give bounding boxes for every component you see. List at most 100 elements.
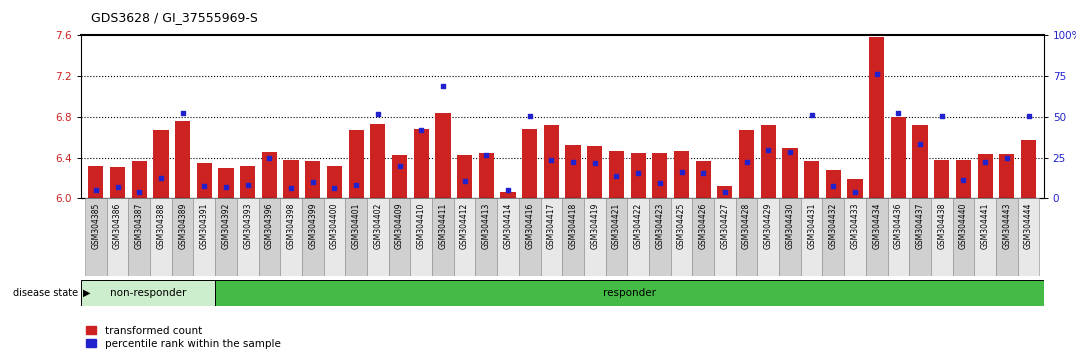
Bar xyxy=(1018,198,1039,276)
Point xyxy=(435,84,452,89)
Point xyxy=(456,178,473,184)
Point xyxy=(738,159,755,165)
Text: GSM304425: GSM304425 xyxy=(677,203,686,249)
Bar xyxy=(714,198,736,276)
Bar xyxy=(175,121,190,198)
Text: responder: responder xyxy=(603,288,656,298)
Point xyxy=(217,184,235,190)
Bar xyxy=(88,166,103,198)
Bar xyxy=(345,198,367,276)
Bar xyxy=(261,153,277,198)
Bar xyxy=(739,130,754,198)
Point xyxy=(695,170,712,176)
Text: GSM304428: GSM304428 xyxy=(742,203,751,249)
Bar xyxy=(718,186,733,198)
Text: GSM304392: GSM304392 xyxy=(222,203,230,249)
Bar xyxy=(562,198,584,276)
Bar xyxy=(172,198,194,276)
Bar xyxy=(779,198,801,276)
Bar xyxy=(131,161,146,198)
Point xyxy=(174,110,192,116)
Point xyxy=(847,189,864,195)
Point xyxy=(391,163,408,169)
Text: GSM304419: GSM304419 xyxy=(591,203,599,249)
Point xyxy=(999,155,1016,160)
Text: ▶: ▶ xyxy=(83,288,90,298)
Point xyxy=(196,183,213,189)
Bar xyxy=(500,192,515,198)
Bar xyxy=(652,154,667,198)
Text: disease state: disease state xyxy=(13,288,79,298)
Bar xyxy=(695,161,711,198)
Text: non-responder: non-responder xyxy=(110,288,186,298)
Bar xyxy=(955,160,971,198)
Text: GSM304422: GSM304422 xyxy=(634,203,642,249)
Bar xyxy=(454,198,476,276)
Bar xyxy=(457,155,472,198)
Bar xyxy=(110,167,125,198)
Bar xyxy=(1021,140,1036,198)
Legend: transformed count, percentile rank within the sample: transformed count, percentile rank withi… xyxy=(86,326,281,349)
Bar xyxy=(283,160,299,198)
Bar xyxy=(194,198,215,276)
Bar xyxy=(392,155,407,198)
Bar xyxy=(996,198,1018,276)
Bar xyxy=(974,198,996,276)
Text: GSM304416: GSM304416 xyxy=(525,203,534,249)
Point xyxy=(977,159,994,165)
Bar xyxy=(848,179,863,198)
Text: GSM304414: GSM304414 xyxy=(504,203,512,249)
Bar xyxy=(370,124,385,198)
Bar xyxy=(912,125,928,198)
Point xyxy=(868,71,886,77)
Bar xyxy=(782,148,797,198)
Text: GSM304436: GSM304436 xyxy=(894,203,903,250)
Point xyxy=(283,185,300,191)
Bar xyxy=(85,198,107,276)
Bar xyxy=(804,161,819,198)
Bar xyxy=(324,198,345,276)
Point xyxy=(153,175,170,181)
Bar xyxy=(934,160,949,198)
Text: GSM304396: GSM304396 xyxy=(265,203,274,250)
Text: GSM304401: GSM304401 xyxy=(352,203,360,249)
Text: GSM304443: GSM304443 xyxy=(1003,203,1011,250)
Text: GDS3628 / GI_37555969-S: GDS3628 / GI_37555969-S xyxy=(91,11,258,24)
Bar xyxy=(367,198,388,276)
Bar xyxy=(845,198,866,276)
Text: GSM304399: GSM304399 xyxy=(309,203,317,250)
Bar xyxy=(197,162,212,198)
Bar xyxy=(476,198,497,276)
Text: GSM304434: GSM304434 xyxy=(873,203,881,250)
Point xyxy=(760,148,777,153)
Bar xyxy=(866,198,888,276)
Bar xyxy=(128,198,151,276)
Text: GSM304411: GSM304411 xyxy=(438,203,448,249)
Bar xyxy=(413,129,429,198)
Bar xyxy=(631,154,646,198)
Bar xyxy=(825,170,841,198)
Bar xyxy=(240,166,255,198)
Text: GSM304418: GSM304418 xyxy=(568,203,578,249)
Bar xyxy=(151,198,172,276)
Bar xyxy=(218,168,233,198)
Text: GSM304427: GSM304427 xyxy=(721,203,730,249)
Bar xyxy=(869,38,884,198)
Point xyxy=(542,157,560,162)
Text: GSM304385: GSM304385 xyxy=(91,203,100,249)
Bar xyxy=(215,280,1044,306)
Text: GSM304421: GSM304421 xyxy=(612,203,621,249)
Point xyxy=(305,179,322,185)
Text: GSM304426: GSM304426 xyxy=(698,203,708,249)
Point xyxy=(499,187,516,193)
Bar xyxy=(584,198,606,276)
Bar xyxy=(479,154,494,198)
Text: GSM304391: GSM304391 xyxy=(200,203,209,249)
Bar xyxy=(952,198,974,276)
Bar xyxy=(674,152,689,198)
Point xyxy=(326,185,343,191)
Point xyxy=(565,159,582,165)
Text: GSM304393: GSM304393 xyxy=(243,203,252,250)
Point xyxy=(629,170,647,176)
Bar xyxy=(670,198,692,276)
